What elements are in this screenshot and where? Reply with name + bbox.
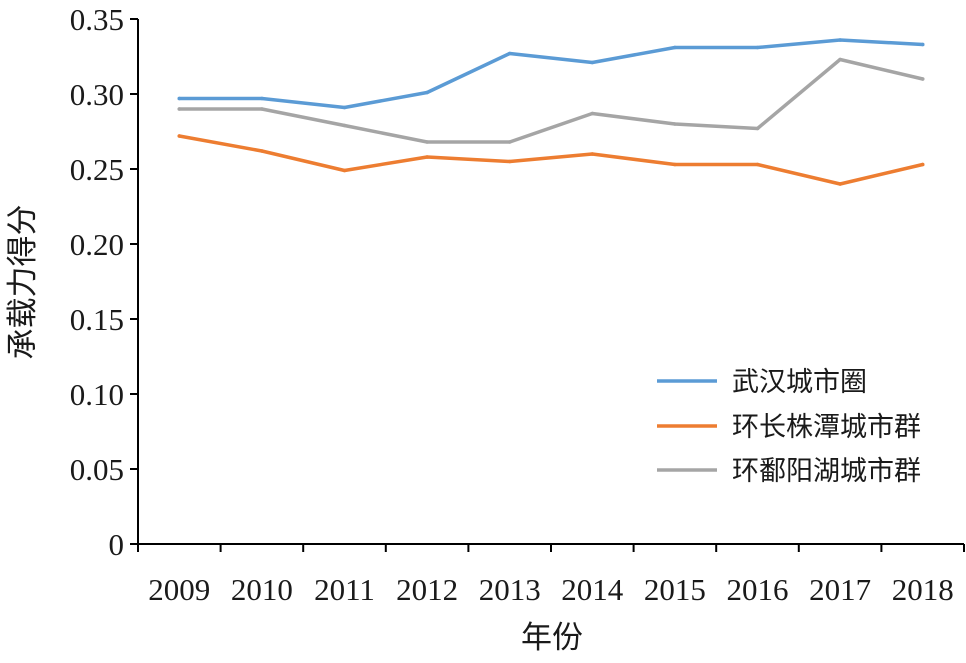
data-point (920, 162, 925, 167)
x-tick-label: 2015 (644, 572, 706, 607)
y-tick-label: 0.10 (70, 377, 124, 412)
data-point (260, 149, 264, 153)
legend-label: 环鄱阳湖城市群 (732, 456, 921, 486)
legend-item: 环鄱阳湖城市群 (657, 456, 921, 486)
y-axis-ticks: 0 0.05 0.10 0.15 0.20 0.25 0.30 0.35 (70, 2, 138, 562)
data-point (673, 122, 677, 126)
y-tick-label: 0.25 (70, 152, 124, 187)
x-tick-label: 2018 (892, 572, 954, 607)
data-point (507, 159, 512, 164)
legend-item: 武汉城市圈 (657, 367, 867, 397)
data-point (260, 96, 264, 101)
data-point (342, 168, 347, 173)
y-axis-title: 承载力得分 (5, 205, 40, 360)
data-point (920, 77, 925, 81)
x-tick-label: 2013 (479, 572, 541, 607)
data-point (920, 42, 925, 47)
data-point (177, 107, 182, 111)
series-layer (177, 38, 925, 186)
series-line-2 (177, 134, 925, 186)
data-point (342, 105, 347, 110)
data-point (260, 107, 264, 111)
data-point (507, 51, 512, 56)
legend-label: 环长株潭城市群 (732, 412, 921, 442)
data-point (838, 57, 842, 62)
y-tick-label: 0.30 (70, 77, 124, 112)
x-axis-title: 年份 (521, 620, 583, 655)
y-tick-label: 0 (109, 527, 125, 562)
data-point (177, 96, 182, 101)
legend-item: 环长株潭城市群 (657, 412, 921, 442)
data-point (590, 60, 595, 65)
y-tick-label: 0.05 (70, 452, 124, 487)
y-tick-label: 0.35 (70, 2, 124, 37)
data-point (590, 111, 595, 116)
data-point (425, 140, 429, 144)
data-point (507, 140, 512, 144)
x-tick-label: 2010 (231, 572, 293, 607)
data-point (342, 123, 347, 128)
data-point (177, 134, 182, 138)
data-point (755, 45, 760, 50)
x-tick-label: 2016 (727, 572, 789, 607)
series-line-1 (177, 38, 925, 110)
legend-label: 武汉城市圈 (732, 367, 867, 397)
data-point (673, 162, 677, 167)
data-point (425, 90, 429, 95)
x-tick-label: 2014 (561, 572, 624, 607)
series-line-3 (177, 57, 925, 144)
data-point (673, 45, 677, 50)
y-tick-label: 0.20 (70, 227, 124, 262)
data-point (755, 126, 760, 131)
x-tick-label: 2009 (148, 572, 210, 607)
data-point (838, 182, 842, 186)
x-tick-label: 2017 (809, 572, 871, 607)
x-tick-label: 2012 (396, 572, 458, 607)
x-tick-label: 2011 (314, 572, 375, 607)
data-point (590, 152, 595, 156)
data-point (755, 162, 760, 167)
data-point (425, 155, 429, 159)
data-point (838, 38, 842, 42)
y-tick-label: 0.15 (70, 302, 124, 337)
x-axis-ticks: 2009 2010 2011 2012 2013 2014 2015 2016 2017 2018 (137, 544, 965, 607)
